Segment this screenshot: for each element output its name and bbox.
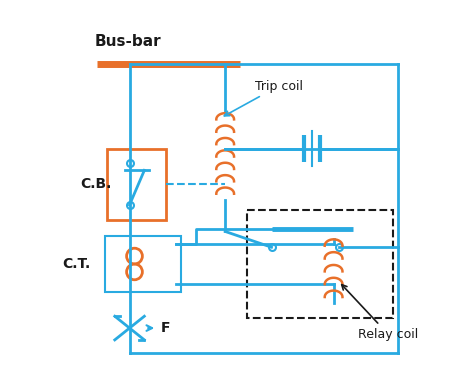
Bar bbox=[105, 237, 181, 292]
Bar bbox=[107, 149, 166, 220]
Text: Bus-bar: Bus-bar bbox=[95, 34, 162, 49]
Text: C.B.: C.B. bbox=[80, 177, 112, 191]
Text: Trip coil: Trip coil bbox=[224, 79, 303, 116]
Text: C.T.: C.T. bbox=[63, 257, 91, 271]
Text: Relay coil: Relay coil bbox=[342, 285, 419, 341]
Text: F: F bbox=[161, 321, 171, 335]
Bar bbox=[247, 210, 393, 318]
